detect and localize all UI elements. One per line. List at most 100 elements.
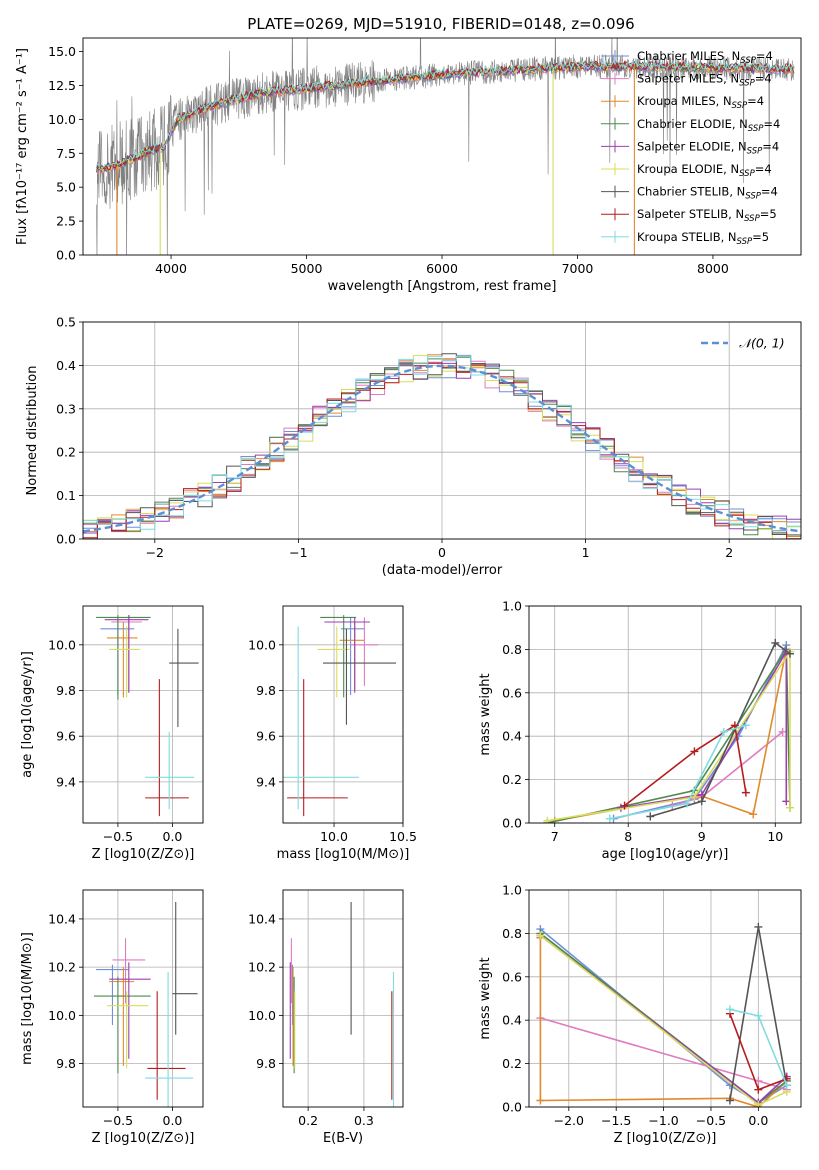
spectrum-chart: 4000 5000 6000 7000 8000 0.0 2.5 5.0 7.5 10.0 12.5… (15, 37, 802, 294)
x-tick-label: 4000 (155, 261, 187, 276)
errorbar-point (169, 628, 199, 728)
y-tick-label: 0.4 (502, 729, 522, 744)
x-tick-label: −0.5 (696, 1113, 726, 1128)
y-tick-label: 1.0 (502, 883, 522, 898)
y-tick-label: 9.8 (256, 683, 276, 698)
age_vs_mass-plot-area (283, 615, 397, 817)
weight_vs_Z-plot-area (536, 922, 791, 1107)
y-tick-label: 10.0 (248, 1008, 276, 1023)
x-axis-label: mass [log10(M/M⊙)] (277, 847, 410, 862)
figure-title: PLATE=0269, MJD=51910, FIBERID=0148, z=0… (247, 15, 634, 33)
y-tick-label: 10.0 (48, 112, 76, 127)
errorbar-point (107, 621, 138, 698)
weight-line (613, 644, 788, 820)
errorbar-point (104, 615, 149, 693)
legend-label: Salpeter STELIB, NSSP=5 (637, 207, 777, 224)
y-tick-label: 0.8 (502, 926, 522, 941)
y-tick-label: 0.2 (502, 772, 522, 787)
y-axis-label: mass weight (478, 957, 493, 1039)
weight-line (650, 641, 791, 818)
weight-line (672, 731, 784, 807)
weight-marker (620, 801, 629, 810)
normal-curve (83, 364, 799, 533)
y-tick-label: 0.4 (502, 1013, 522, 1028)
errorbar-point (283, 626, 359, 810)
x-tick-label: 0.0 (163, 829, 183, 844)
weight-marker (725, 1096, 734, 1105)
plot-frame (282, 889, 404, 1108)
plot-frame (528, 889, 802, 1108)
legend-label: Salpeter MILES, NSSP=4 (637, 72, 772, 89)
weight-marker (646, 812, 655, 821)
y-tick-label: 9.8 (56, 683, 76, 698)
y-tick-label: 0.4 (56, 358, 76, 373)
x-tick-label: 7 (551, 829, 559, 844)
weight-marker (754, 1100, 763, 1107)
y-tick-label: 9.4 (256, 774, 276, 789)
x-tick-label: 2 (725, 545, 733, 560)
weight-marker (778, 727, 787, 736)
x-tick-label: −1 (289, 545, 307, 560)
legend-label: Kroupa STELIB, NSSP=5 (637, 230, 769, 247)
plot-frame (82, 321, 802, 540)
weight-marker (741, 788, 750, 797)
errorbar-point (340, 617, 365, 696)
y-tick-label: 10.0 (48, 1008, 76, 1023)
y-tick-label: 7.5 (56, 146, 76, 161)
errorbar-point (145, 731, 195, 810)
weight-marker (725, 1005, 734, 1014)
x-tick-label: 8000 (697, 261, 729, 276)
weight-marker (754, 922, 763, 931)
legend-label: Kroupa ELODIE, NSSP=4 (637, 162, 772, 179)
x-tick-label: 10.0 (320, 829, 348, 844)
errorbar-point (109, 626, 140, 698)
weight-marker (690, 792, 699, 801)
weight-marker (741, 721, 750, 730)
legend-label: Kroupa MILES, NSSP=4 (637, 94, 764, 111)
weight-line (547, 648, 791, 822)
errorbar-point (317, 626, 351, 698)
x-tick-label: 5000 (291, 261, 323, 276)
x-tick-label: 0.3 (354, 1113, 374, 1128)
age_vs_Z-chart: −0.5 0.0 9.4 9.6 9.8 10.0 Z [log10(Z/Z⊙)] age [… (20, 605, 204, 862)
age_vs_mass-chart: 10.0 10.5 9.4 9.6 9.8 10.0 mass [log10(M/M⊙)] (248, 605, 417, 862)
x-tick-label: 7000 (562, 261, 594, 276)
mass_vs_Z-plot-area (93, 902, 198, 1107)
x-tick-label: 0.0 (748, 1113, 768, 1128)
y-tick-label: 0.8 (502, 642, 522, 657)
y-tick-label: 0.2 (502, 1056, 522, 1071)
plot-frame (528, 605, 802, 824)
y-tick-label: 0.5 (56, 315, 76, 330)
weight-marker (771, 638, 780, 647)
y-tick-label: 10.2 (248, 960, 276, 975)
x-tick-label: 0.0 (163, 1113, 183, 1128)
errorbar-point (96, 615, 151, 700)
errorbar-point (145, 971, 194, 1107)
x-axis-label: Z [log10(Z/Z⊙)] (92, 1131, 195, 1146)
weight-marker (785, 649, 794, 658)
errorbar-point (145, 679, 189, 817)
x-tick-label: 10 (767, 829, 783, 844)
x-tick-label: −1.5 (601, 1113, 631, 1128)
y-tick-label: 1.0 (502, 599, 522, 614)
plot-frame (82, 37, 802, 256)
y-tick-label: 10.0 (248, 637, 276, 652)
weight-marker (749, 810, 758, 819)
x-tick-label: 9 (698, 829, 706, 844)
y-tick-label: 10.0 (48, 637, 76, 652)
weight-marker (754, 1011, 763, 1020)
y-tick-label: 15.0 (48, 44, 76, 59)
y-tick-label: 0.0 (56, 248, 76, 263)
x-tick-label: −1.0 (648, 1113, 678, 1128)
y-axis-label: age [log10(age/yr)] (20, 651, 35, 778)
y-axis-label: mass [log10(M/M⊙)] (20, 932, 35, 1065)
y-tick-label: 9.8 (56, 1056, 76, 1071)
weight-marker (719, 727, 728, 736)
y-tick-label: 0.0 (56, 532, 76, 547)
residuals-chart: −2 −1 0 1 2 0.0 0.1 0.2 0.3 0.4 0.5 (data-model)/er… (25, 315, 802, 578)
x-axis-label: Z [log10(Z/Z⊙)] (92, 847, 195, 862)
errorbar-point (109, 967, 135, 1067)
x-tick-label: 6000 (426, 261, 458, 276)
y-axis-label: mass weight (478, 673, 493, 755)
